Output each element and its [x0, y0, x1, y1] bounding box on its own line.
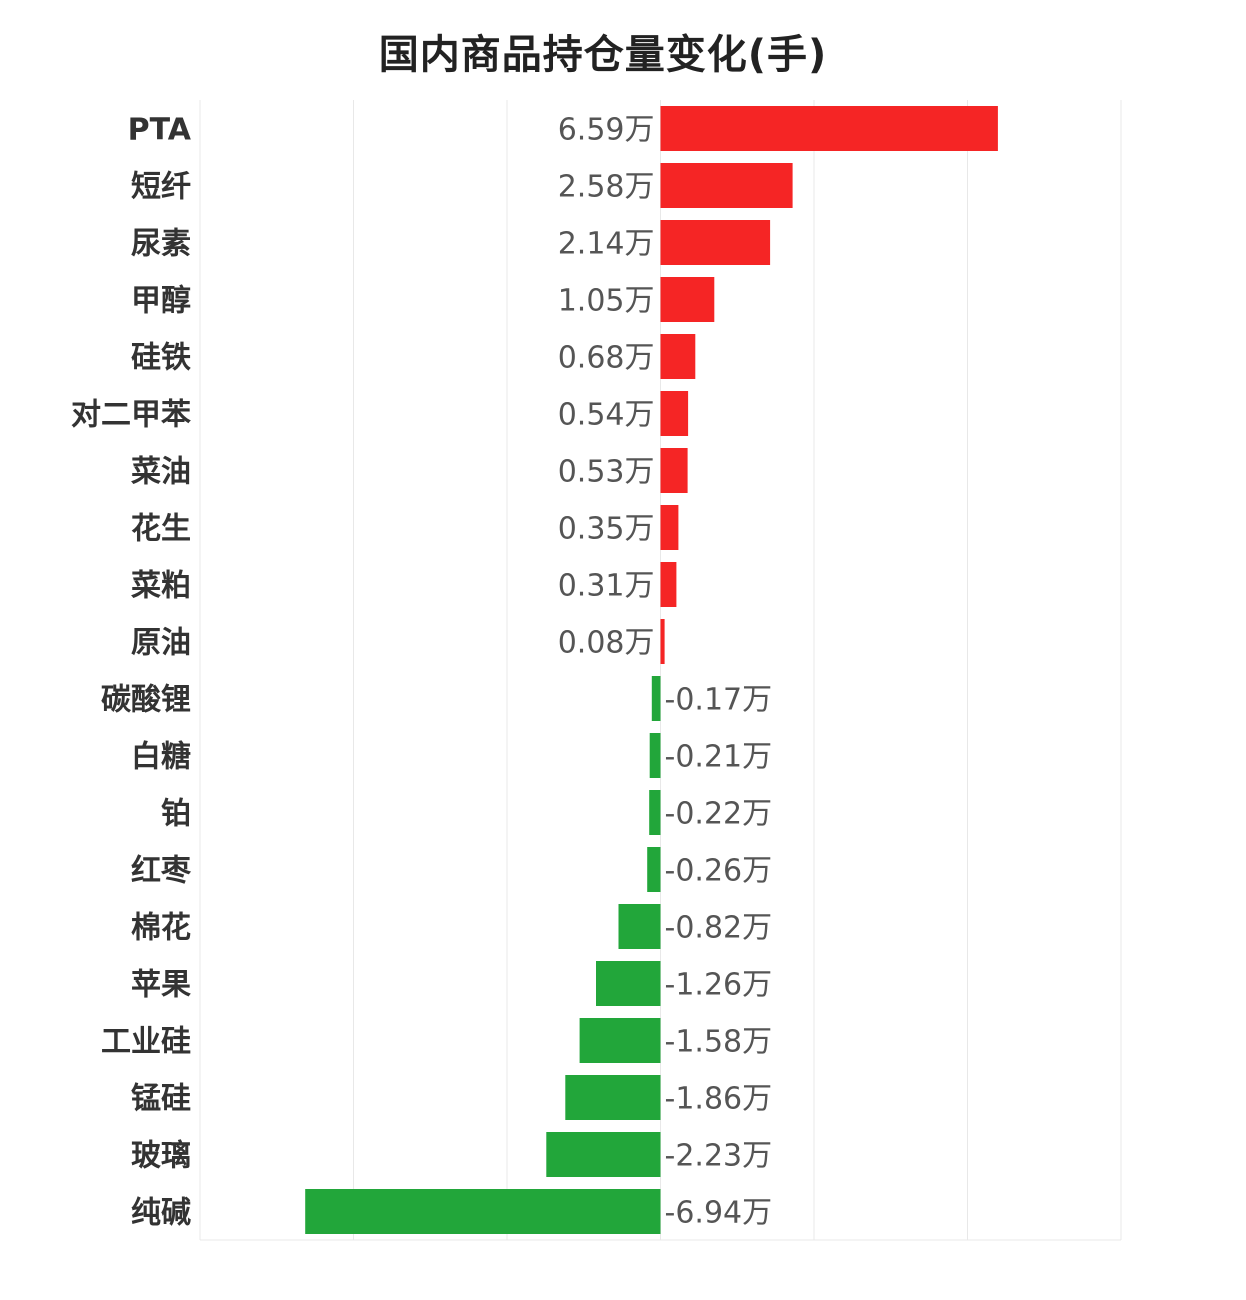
category-label: 菜粕 — [131, 569, 191, 604]
category-label: 菜油 — [131, 455, 191, 490]
value-label: -1.86万 — [665, 1082, 773, 1117]
bar — [660, 391, 689, 436]
bar — [651, 676, 661, 721]
bar — [660, 220, 771, 265]
bar — [660, 106, 998, 151]
category-label: 白糖 — [131, 740, 191, 775]
value-label: -1.58万 — [665, 1025, 773, 1060]
category-label: 工业硅 — [101, 1025, 191, 1060]
bar — [647, 847, 661, 892]
bar — [596, 961, 661, 1006]
value-label: 0.35万 — [558, 512, 655, 547]
value-label: -0.17万 — [665, 683, 773, 718]
category-label: 花生 — [131, 512, 191, 547]
category-label: 红枣 — [131, 854, 192, 889]
category-label: 对二甲苯 — [71, 398, 191, 433]
value-label: -1.26万 — [665, 968, 773, 1003]
bar — [546, 1132, 661, 1177]
category-label: 原油 — [131, 626, 191, 661]
value-label: 6.59万 — [558, 113, 655, 148]
category-label: 短纤 — [131, 170, 191, 205]
grid-lines — [199, 100, 1122, 1241]
category-label: 纯碱 — [131, 1196, 191, 1231]
value-label: 0.54万 — [558, 398, 655, 433]
category-label: 甲醇 — [131, 284, 191, 319]
value-label: 1.05万 — [558, 284, 655, 319]
value-label: 0.53万 — [558, 455, 655, 490]
category-label: 铂 — [161, 797, 191, 832]
bar — [660, 619, 665, 664]
category-label: 硅铁 — [131, 341, 191, 376]
bar — [660, 277, 715, 322]
value-label: -0.26万 — [665, 854, 773, 889]
chart-title: 国内商品持仓量变化(手) — [378, 32, 828, 78]
bars — [305, 106, 998, 1234]
value-label: 2.14万 — [558, 227, 655, 262]
category-labels: PTA 短纤尿素甲醇硅铁对二甲苯菜油花生菜粕原油碳酸锂白糖铂红枣棉花苹果工业硅锰硅… — [71, 113, 192, 1231]
value-label: 0.08万 — [558, 626, 655, 661]
category-label: PTA — [128, 113, 192, 148]
value-label: -0.21万 — [665, 740, 773, 775]
value-label: -0.22万 — [665, 797, 773, 832]
bar — [565, 1075, 661, 1120]
bar — [618, 904, 661, 949]
category-label: 玻璃 — [131, 1139, 191, 1174]
value-label: -2.23万 — [665, 1139, 773, 1174]
category-label: 尿素 — [131, 227, 191, 262]
category-label: 碳酸锂 — [101, 683, 191, 718]
value-label: 0.68万 — [558, 341, 655, 376]
bar — [579, 1018, 661, 1063]
bar — [660, 334, 696, 379]
value-labels: 6.59万 2.58万 2.14万 1.05万 0.68万 0.54万 0.53万 0.35万… — [558, 113, 772, 1231]
bar — [660, 163, 793, 208]
bar — [305, 1189, 661, 1234]
bar — [649, 733, 661, 778]
category-label: 棉花 — [131, 911, 191, 946]
value-label: 2.58万 — [558, 170, 655, 205]
value-label: -6.94万 — [665, 1196, 773, 1231]
category-label: 锰硅 — [131, 1082, 191, 1117]
value-label: -0.82万 — [665, 911, 773, 946]
bar — [660, 505, 679, 550]
value-label: 0.31万 — [558, 569, 655, 604]
bar — [660, 448, 688, 493]
bar — [660, 562, 677, 607]
category-label: 苹果 — [131, 968, 191, 1003]
bar — [649, 790, 661, 835]
